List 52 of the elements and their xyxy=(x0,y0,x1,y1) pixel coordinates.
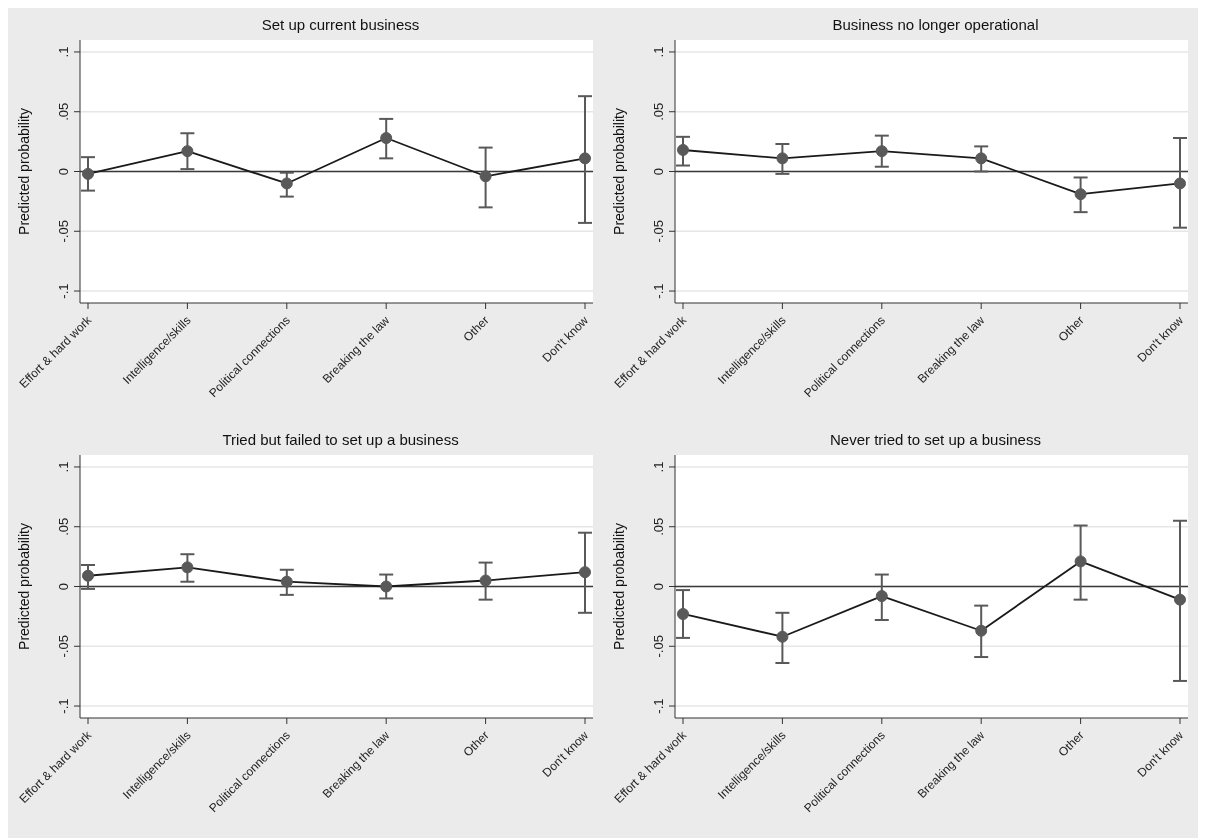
point xyxy=(479,170,492,183)
point xyxy=(380,580,393,593)
y-tick-label: -.1 xyxy=(651,283,666,299)
y-tick-label: 0 xyxy=(56,582,71,591)
y-tick-label: .05 xyxy=(651,517,666,536)
point xyxy=(975,624,988,637)
y-tick-label: .05 xyxy=(56,102,71,121)
point xyxy=(1174,593,1186,606)
point xyxy=(82,167,94,180)
chart-title: Never tried to set up a business xyxy=(829,430,1042,450)
point xyxy=(677,608,689,620)
point xyxy=(875,590,888,603)
point xyxy=(975,152,988,165)
y-tick-label: -.05 xyxy=(651,635,666,658)
chart-title: Business no longer operational xyxy=(831,15,1040,35)
y-tick-label: .1 xyxy=(651,46,666,58)
point xyxy=(280,575,293,588)
y-tick-label: 0 xyxy=(56,167,71,176)
y-axis-title: Predicted probability xyxy=(15,523,32,650)
y-tick-label: .1 xyxy=(56,461,71,473)
point xyxy=(82,569,94,582)
point xyxy=(579,152,591,165)
y-tick-label: .1 xyxy=(56,46,71,58)
y-axis-title: Predicted probability xyxy=(610,108,627,235)
chart-title: Tried but failed to set up a business xyxy=(221,430,460,450)
y-tick-label: .05 xyxy=(651,102,666,121)
y-tick-label: -.1 xyxy=(56,283,71,299)
point xyxy=(776,630,789,643)
chart-title: Set up current business xyxy=(260,15,421,35)
point xyxy=(280,177,293,190)
y-axis-title: Predicted probability xyxy=(610,523,627,650)
point xyxy=(1174,177,1186,190)
point xyxy=(1074,188,1087,201)
point xyxy=(181,561,194,574)
y-axis-title: Predicted probability xyxy=(15,108,32,235)
y-tick-label: -.05 xyxy=(651,220,666,243)
point xyxy=(1074,555,1087,568)
point xyxy=(380,132,393,145)
point xyxy=(677,143,689,156)
y-tick-label: -.05 xyxy=(56,635,71,658)
point xyxy=(776,152,789,165)
y-tick-label: -.1 xyxy=(651,698,666,714)
y-tick-label: -.05 xyxy=(56,220,71,243)
y-tick-label: .05 xyxy=(56,517,71,536)
point xyxy=(181,145,194,158)
point xyxy=(875,145,888,158)
y-tick-label: .1 xyxy=(651,461,666,473)
point xyxy=(579,566,591,579)
y-tick-label: -.1 xyxy=(56,698,71,714)
y-tick-label: 0 xyxy=(651,582,666,591)
point xyxy=(479,574,492,587)
y-tick-label: 0 xyxy=(651,167,666,176)
